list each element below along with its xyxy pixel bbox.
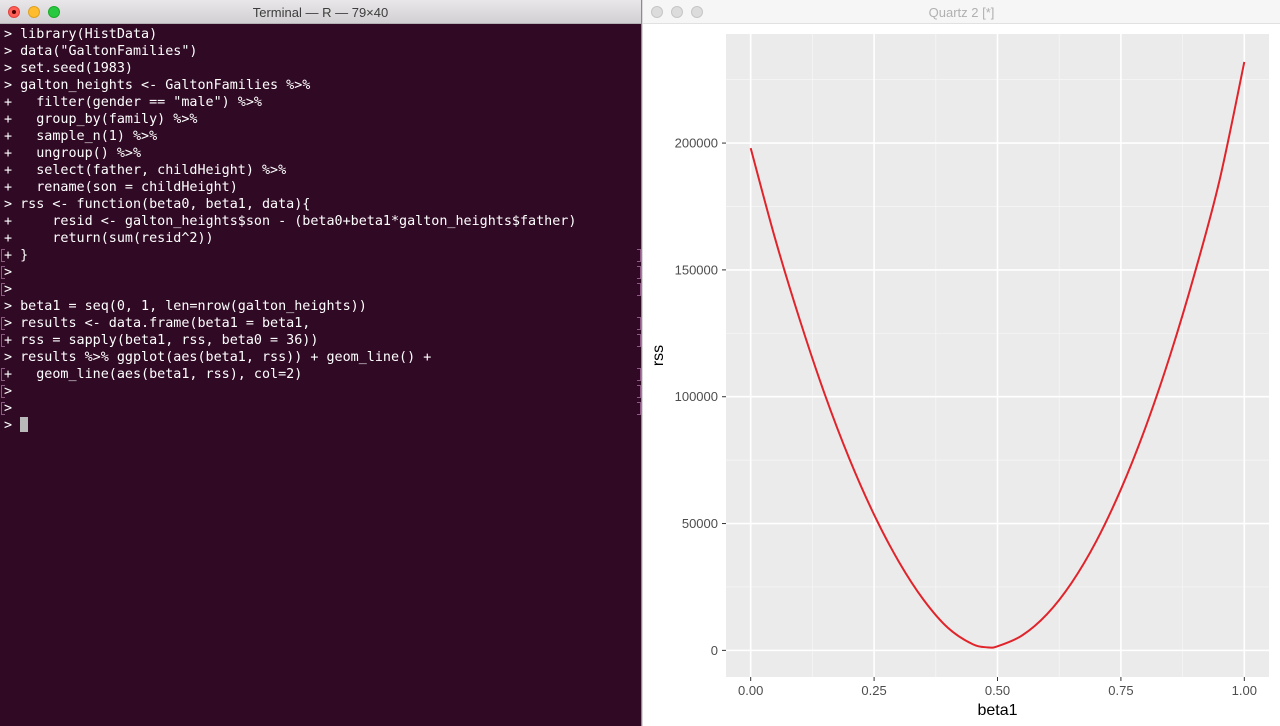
x-tick-label: 0.00 (738, 683, 763, 698)
terminal-titlebar[interactable]: Terminal — R — 79×40 (0, 0, 641, 24)
text-cursor (20, 417, 29, 432)
minimize-window-button[interactable] (28, 6, 40, 18)
terminal-line-text: > beta1 = seq(0, 1, len=nrow(galton_heig… (4, 299, 367, 314)
terminal-line-text: + group_by(family) %>% (4, 112, 198, 127)
terminal-line: + ungroup() %>% (4, 145, 641, 162)
terminal-line: + resid <- galton_heights$son - (beta0+b… (4, 213, 641, 230)
terminal-line-text: > set.seed(1983) (4, 61, 133, 76)
terminal-line-text: > (4, 265, 13, 280)
plot-area: 0.00 0.25 0.50 0.75 1.00 0 50000 100000 150000 20… (643, 24, 1280, 726)
terminal-line: > (1, 383, 641, 400)
minimize-window-button[interactable] (671, 6, 683, 18)
terminal-line: > results <- data.frame(beta1 = beta1, (1, 315, 641, 332)
zoom-window-button[interactable] (48, 6, 60, 18)
terminal-line: + filter(gender == "male") %>% (4, 94, 641, 111)
terminal-line-text: + ungroup() %>% (4, 146, 142, 161)
terminal-line-text: > (4, 418, 21, 433)
terminal-title: Terminal — R — 79×40 (252, 5, 389, 20)
x-axis-title: beta1 (977, 702, 1017, 719)
x-tick-label: 0.75 (1108, 683, 1133, 698)
terminal-line: > galton_heights <- GaltonFamilies %>% (4, 77, 641, 94)
terminal-line: > set.seed(1983) (4, 60, 641, 77)
y-tick-label: 50000 (682, 516, 718, 531)
y-axis-title: rss (650, 345, 667, 366)
terminal-line-text: + return(sum(resid^2)) (4, 231, 214, 246)
terminal-line-text: > results %>% ggplot(aes(beta1, rss)) + … (4, 350, 432, 365)
terminal-line-text: + } (4, 248, 29, 263)
rss-chart: 0.00 0.25 0.50 0.75 1.00 0 50000 100000 150000 20… (650, 34, 1269, 719)
quartz-window[interactable]: Quartz 2 [*] 0.00 0.25 0.50 0.75 1.00 0 50000 1… (643, 0, 1280, 726)
terminal-window[interactable]: Terminal — R — 79×40 > library(HistData)… (0, 0, 642, 726)
terminal-line-text: > (4, 401, 13, 416)
quartz-title: Quartz 2 [*] (928, 5, 995, 20)
terminal-line: > beta1 = seq(0, 1, len=nrow(galton_heig… (4, 298, 641, 315)
terminal-line: + rename(son = childHeight) (4, 179, 641, 196)
zoom-window-button[interactable] (691, 6, 703, 18)
terminal-line: > rss <- function(beta0, beta1, data){ (4, 196, 641, 213)
terminal-line-text: > galton_heights <- GaltonFamilies %>% (4, 78, 311, 93)
terminal-line-text: > rss <- function(beta0, beta1, data){ (4, 197, 311, 212)
y-tick-label: 100000 (675, 389, 718, 404)
terminal-line: + rss = sapply(beta1, rss, beta0 = 36)) (1, 332, 641, 349)
y-tick-label: 0 (711, 643, 718, 658)
terminal-line-text: + sample_n(1) %>% (4, 129, 158, 144)
terminal-line: + } (1, 247, 641, 264)
terminal-line-text: + select(father, childHeight) %>% (4, 163, 287, 178)
terminal-line-text: > results <- data.frame(beta1 = beta1, (4, 316, 311, 331)
terminal-line-text: > (4, 384, 13, 399)
terminal-line: > (1, 281, 641, 298)
y-tick-label: 200000 (675, 136, 718, 151)
terminal-line: > results %>% ggplot(aes(beta1, rss)) + … (4, 349, 641, 366)
x-tick-label: 1.00 (1232, 683, 1257, 698)
close-window-button[interactable] (651, 6, 663, 18)
terminal-line: > data("GaltonFamilies") (4, 43, 641, 60)
x-tick-label: 0.25 (861, 683, 886, 698)
terminal-line: + return(sum(resid^2)) (4, 230, 641, 247)
terminal-line-text: + rss = sapply(beta1, rss, beta0 = 36)) (4, 333, 319, 348)
terminal-line: > library(HistData) (4, 26, 641, 43)
quartz-titlebar[interactable]: Quartz 2 [*] (643, 0, 1280, 24)
terminal-line: + group_by(family) %>% (4, 111, 641, 128)
terminal-line: + select(father, childHeight) %>% (4, 162, 641, 179)
y-tick-label: 150000 (675, 262, 718, 277)
terminal-line: + geom_line(aes(beta1, rss), col=2) (1, 366, 641, 383)
terminal-line-text: + rename(son = childHeight) (4, 180, 238, 195)
x-tick-label: 0.50 (985, 683, 1010, 698)
terminal-line: + sample_n(1) %>% (4, 128, 641, 145)
terminal-line: > (1, 400, 641, 417)
terminal-line-text: + filter(gender == "male") %>% (4, 95, 262, 110)
terminal-line-text: + resid <- galton_heights$son - (beta0+b… (4, 214, 577, 229)
terminal-line: > (4, 417, 641, 434)
terminal-line: > (1, 264, 641, 281)
rss-series-line (749, 61, 1246, 649)
terminal-line-text: + geom_line(aes(beta1, rss), col=2) (4, 367, 303, 382)
terminal-output[interactable]: > library(HistData) > data("GaltonFamilie… (0, 26, 641, 726)
terminal-line-text: > library(HistData) (4, 27, 158, 42)
terminal-line-text: > data("GaltonFamilies") (4, 44, 198, 59)
terminal-line-text: > (4, 282, 13, 297)
close-window-button[interactable] (8, 6, 20, 18)
